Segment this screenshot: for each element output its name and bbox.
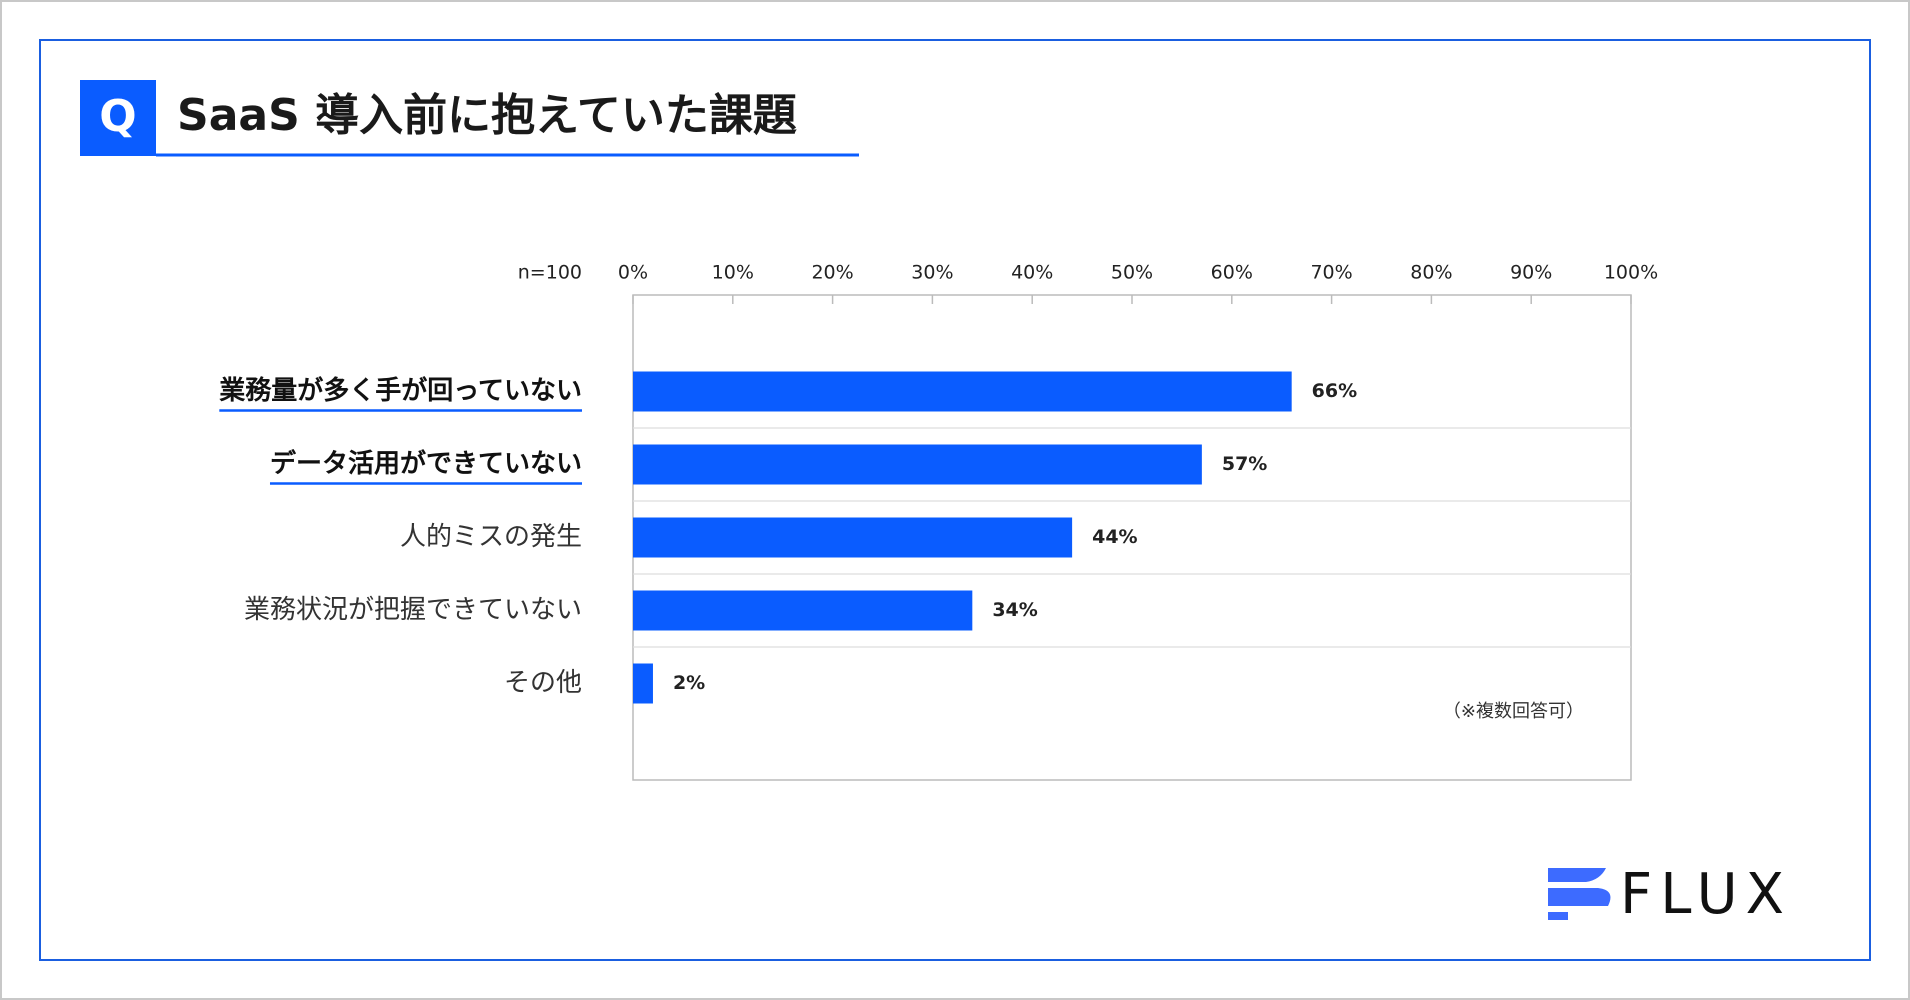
x-tick-label: 0% xyxy=(618,262,648,284)
bar xyxy=(633,517,1073,558)
y-tick-label: 業務量が多く手が回っていない xyxy=(219,375,582,406)
chart-title: SaaS 導入前に抱えていた課題 xyxy=(177,90,797,141)
y-tick-label: 業務状況が把握できていない xyxy=(244,595,582,625)
y-tick-label: その他 xyxy=(504,668,582,698)
y-tick-label: データ活用ができていない xyxy=(270,448,582,479)
x-tick-label: 40% xyxy=(1011,262,1053,284)
bar xyxy=(633,590,973,631)
x-tick-label: 10% xyxy=(712,262,754,284)
x-tick-label: 100% xyxy=(1604,262,1658,284)
y-tick-label: 人的ミスの発生 xyxy=(400,522,582,552)
x-tick-label: 30% xyxy=(911,262,953,284)
x-tick-label: 70% xyxy=(1310,262,1352,284)
bar xyxy=(633,371,1292,412)
q-badge xyxy=(80,80,156,156)
q-badge-text: Q xyxy=(99,91,136,142)
logo: FLUX xyxy=(1548,862,1792,927)
bar xyxy=(633,663,653,704)
x-tick-label: 80% xyxy=(1410,262,1452,284)
value-label: 34% xyxy=(992,599,1037,621)
logo-text: FLUX xyxy=(1620,862,1792,927)
bar xyxy=(633,444,1202,485)
sample-size: n=100 xyxy=(518,262,582,284)
x-tick-label: 90% xyxy=(1510,262,1552,284)
x-tick-label: 20% xyxy=(811,262,853,284)
x-tick-label: 50% xyxy=(1111,262,1153,284)
value-label: 44% xyxy=(1092,526,1137,548)
x-tick-label: 60% xyxy=(1211,262,1253,284)
logo-mark xyxy=(1548,868,1611,920)
note: （※複数回答可） xyxy=(1443,701,1584,722)
value-label: 2% xyxy=(673,672,705,694)
value-label: 66% xyxy=(1312,380,1357,402)
value-label: 57% xyxy=(1222,453,1267,475)
card-border xyxy=(39,39,1871,961)
